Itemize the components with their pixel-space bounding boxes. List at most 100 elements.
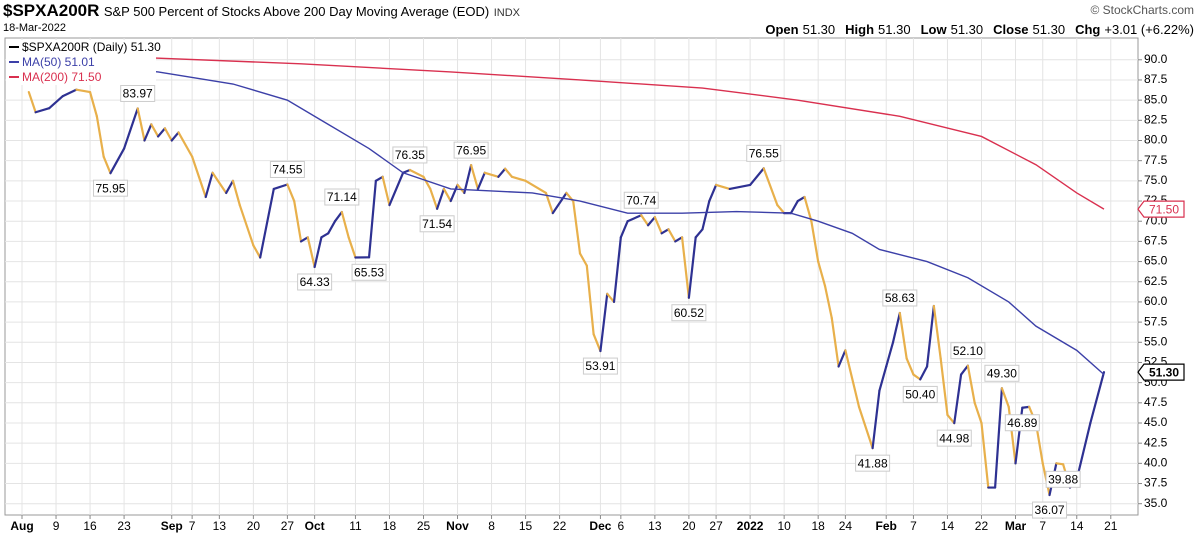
ohlc-value: +3.01 (+6.22%): [1104, 22, 1194, 37]
price-segment: [660, 228, 670, 235]
price-segment: [796, 195, 806, 203]
x-tick-label: 10: [777, 519, 791, 533]
data-label-text: 76.35: [395, 148, 425, 162]
price-segment: [401, 168, 411, 174]
data-label: 46.89: [1004, 414, 1040, 432]
price-segment: [959, 364, 969, 376]
price-segment: [347, 236, 357, 259]
x-tick-label: Feb: [876, 519, 897, 533]
price-segment: [238, 203, 255, 247]
data-label-box: [269, 160, 305, 178]
data-label-text: 58.63: [885, 291, 915, 305]
y-tick-label: 90.0: [1144, 52, 1168, 66]
price-segment: [646, 216, 656, 227]
price-segment: [306, 236, 316, 269]
price-segment: [1055, 462, 1065, 466]
data-label-text: 64.33: [300, 275, 330, 289]
price-segment: [504, 167, 514, 178]
price-segment: [191, 155, 207, 199]
data-label-box: [92, 179, 128, 197]
price-segment: [789, 199, 799, 215]
data-label-text: 70.74: [626, 193, 656, 207]
price-segment: [599, 292, 609, 353]
price-segment: [122, 107, 139, 150]
price-segment: [476, 171, 486, 191]
ohlc-value: 51.30: [878, 22, 911, 37]
price-segment: [367, 179, 377, 259]
data-label: 71.14: [324, 188, 360, 206]
moving-average: [35, 55, 1105, 210]
ohlc-label: Chg: [1075, 22, 1101, 37]
price-segment: [939, 357, 949, 417]
x-tick-label: 14: [941, 519, 955, 533]
ohlc-value: 51.30: [802, 22, 836, 37]
price-segment: [436, 187, 446, 210]
y-tick-label: 67.5: [1144, 234, 1168, 248]
price-segment: [327, 220, 337, 235]
data-label-box: [936, 429, 972, 447]
price-segment: [810, 220, 820, 263]
data-label: 49.30: [984, 364, 1020, 382]
ohlc-item: Low 51.30: [921, 22, 984, 37]
data-label: 76.55: [746, 144, 782, 162]
x-tick-label: 8: [488, 519, 495, 533]
price-segment: [980, 421, 990, 489]
price-segment: [946, 413, 956, 425]
y-tick-label: 45.0: [1144, 415, 1168, 429]
moving-average: [69, 63, 1105, 376]
price-segment: [510, 175, 527, 182]
price-segment: [313, 236, 323, 269]
price-segment: [830, 316, 840, 368]
price-segment: [497, 167, 507, 178]
data-label-box: [1032, 501, 1068, 519]
price-segment: [612, 236, 622, 304]
data-label: 44.98: [936, 429, 972, 447]
x-tick-label: 25: [417, 519, 431, 533]
price-segment: [749, 167, 765, 186]
price-segment: [27, 90, 37, 114]
data-label: 70.74: [623, 191, 659, 209]
symbol: $SPXA200R: [3, 1, 100, 20]
x-tick-label: 7: [910, 519, 917, 533]
data-label: 71.54: [419, 215, 455, 233]
data-label-box: [746, 144, 782, 162]
price-segment: [204, 171, 214, 199]
data-label: 76.95: [453, 141, 489, 159]
price-segment: [823, 284, 833, 320]
data-label-box: [324, 188, 360, 206]
data-label-box: [984, 364, 1020, 382]
ohlc-label: High: [845, 22, 875, 37]
price-segment: [1000, 387, 1010, 408]
price-segment: [694, 228, 704, 239]
y-tick-label: 80.0: [1144, 133, 1168, 147]
data-label-text: 65.53: [354, 265, 384, 279]
price-segment: [687, 236, 697, 299]
price-tag-label: 51.30: [1149, 365, 1179, 379]
copyright: © StockCharts.com: [1090, 3, 1194, 17]
ohlc-item: High 51.30: [845, 22, 910, 37]
price-segment: [150, 123, 160, 138]
price-segment: [88, 90, 98, 118]
price-segment: [524, 179, 548, 195]
price-segment: [286, 183, 296, 203]
price-segment: [157, 127, 167, 138]
data-label: 83.97: [120, 84, 156, 102]
data-label: 74.55: [269, 160, 305, 178]
price-segment: [898, 311, 908, 360]
price-segment: [252, 244, 262, 259]
y-tick-label: 65.0: [1144, 254, 1168, 268]
data-label-text: 44.98: [939, 431, 969, 445]
price-segment: [592, 333, 602, 353]
price-segment: [619, 220, 629, 239]
data-label-box: [855, 454, 891, 472]
data-label-text: 49.30: [987, 366, 1017, 380]
price-tag-label: 71.50: [1149, 202, 1179, 216]
data-label-box: [671, 304, 707, 322]
ohlc-value: 51.30: [1032, 22, 1066, 37]
price-segment: [803, 195, 813, 223]
data-label-text: 74.55: [272, 163, 302, 177]
data-label-box: [582, 357, 618, 375]
price-segment: [891, 311, 901, 344]
